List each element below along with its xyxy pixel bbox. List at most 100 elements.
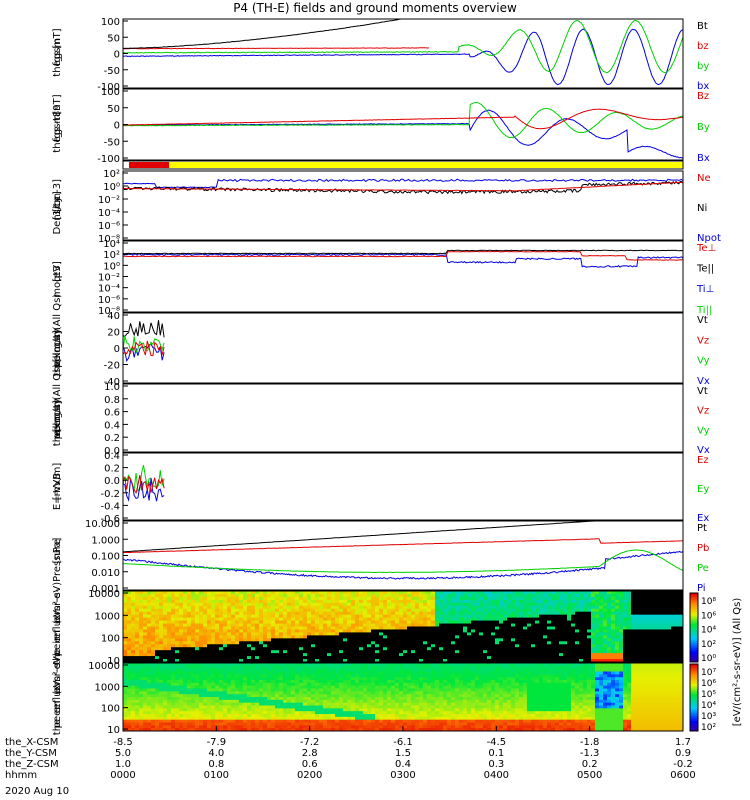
heat-cell (311, 711, 316, 715)
heat-cell (179, 611, 184, 616)
heat-cell (251, 699, 256, 704)
heat-cell (371, 650, 376, 654)
heat-cell (527, 623, 532, 628)
heat-cell (639, 596, 644, 601)
heat-cell (255, 650, 260, 654)
heat-cell (203, 705, 208, 709)
heat-cell (267, 702, 272, 707)
heat-cell (251, 688, 256, 692)
heat-cell (643, 635, 648, 639)
heat-cell (251, 691, 256, 695)
heat-cell (431, 591, 436, 595)
heat-cell (171, 668, 176, 673)
heat-cell (411, 632, 416, 636)
heat-cell (319, 623, 324, 628)
heat-cell (663, 632, 668, 636)
heat-cell (179, 641, 184, 645)
heat-cell (191, 656, 196, 660)
heat-cell (343, 611, 348, 616)
heat-cell (367, 671, 372, 675)
heat-cell (143, 635, 148, 639)
heat-cell (547, 596, 552, 601)
heat-cell (567, 656, 572, 660)
heat-cell (307, 644, 312, 648)
heat-cell (163, 708, 168, 712)
heat-cell (251, 665, 256, 670)
heat-cell (515, 614, 520, 619)
heat-cell (175, 602, 180, 607)
heat-cell (131, 708, 136, 712)
heat-cell (427, 591, 432, 595)
heat-cell (439, 635, 444, 639)
heat-cell (159, 602, 164, 607)
heat-cell (239, 599, 244, 604)
heat-cell (259, 647, 264, 651)
heat-cell (651, 641, 656, 645)
heat-cell (147, 663, 152, 667)
heat-cell (207, 705, 212, 709)
heat-cell (211, 719, 216, 724)
heat-cell (619, 614, 624, 619)
heat-cell (207, 716, 212, 721)
heat-cell (235, 665, 240, 670)
heat-cell (195, 623, 200, 628)
heat-cell (271, 650, 276, 654)
heat-cell (287, 697, 292, 701)
heat-cell (671, 656, 676, 660)
heat-cell (131, 682, 136, 687)
heat-cell (423, 617, 428, 622)
heat-cell (235, 635, 240, 639)
heat-cell (291, 699, 296, 704)
heat-cell (291, 599, 296, 604)
heat-cell (479, 617, 484, 622)
heat-cell (443, 638, 448, 642)
heat-cell (147, 688, 152, 692)
heat-cell (351, 653, 356, 657)
heat-cell (291, 725, 296, 729)
heat-cell (343, 728, 348, 731)
heat-cell (171, 691, 176, 695)
heat-cell (295, 647, 300, 651)
heat-cell (339, 591, 344, 595)
heat-cell (495, 620, 500, 625)
heat-cell (327, 697, 332, 701)
heat-cell (295, 632, 300, 636)
heat-cell (271, 728, 276, 731)
heat-cell (479, 614, 484, 619)
heat-cell (371, 682, 376, 687)
heat-cell (371, 629, 376, 634)
heat-cell (307, 674, 312, 678)
heat-cell (299, 617, 304, 622)
heat-cell (307, 691, 312, 695)
heat-cell (199, 677, 204, 681)
heat-cell (287, 623, 292, 628)
heat-cell (359, 614, 364, 619)
heat-cell (479, 599, 484, 604)
heat-cell (579, 620, 584, 625)
heat-cell (215, 722, 220, 726)
heat-cell (191, 711, 196, 715)
heat-cell (363, 722, 368, 726)
heat-cell (383, 611, 388, 616)
heat-cell (411, 602, 416, 607)
heat-cell (491, 611, 496, 616)
heat-cell (223, 711, 228, 715)
heat-cell (135, 596, 140, 601)
heat-cell (535, 653, 540, 657)
heat-cell (563, 653, 568, 657)
heat-cell (251, 611, 256, 616)
heat-cell (627, 614, 632, 619)
heat-cell (391, 626, 396, 631)
heat-cell (351, 611, 356, 616)
heat-cell (199, 644, 204, 648)
heat-cell (147, 714, 152, 718)
heat-cell (427, 599, 432, 604)
heat-cell (447, 608, 452, 613)
heat-cell (219, 620, 224, 625)
heat-cell (523, 620, 528, 625)
heat-cell (475, 614, 480, 619)
heat-cell (211, 671, 216, 675)
heat-cell (315, 708, 320, 712)
heat-cell (531, 614, 536, 619)
heat-cell (183, 617, 188, 622)
